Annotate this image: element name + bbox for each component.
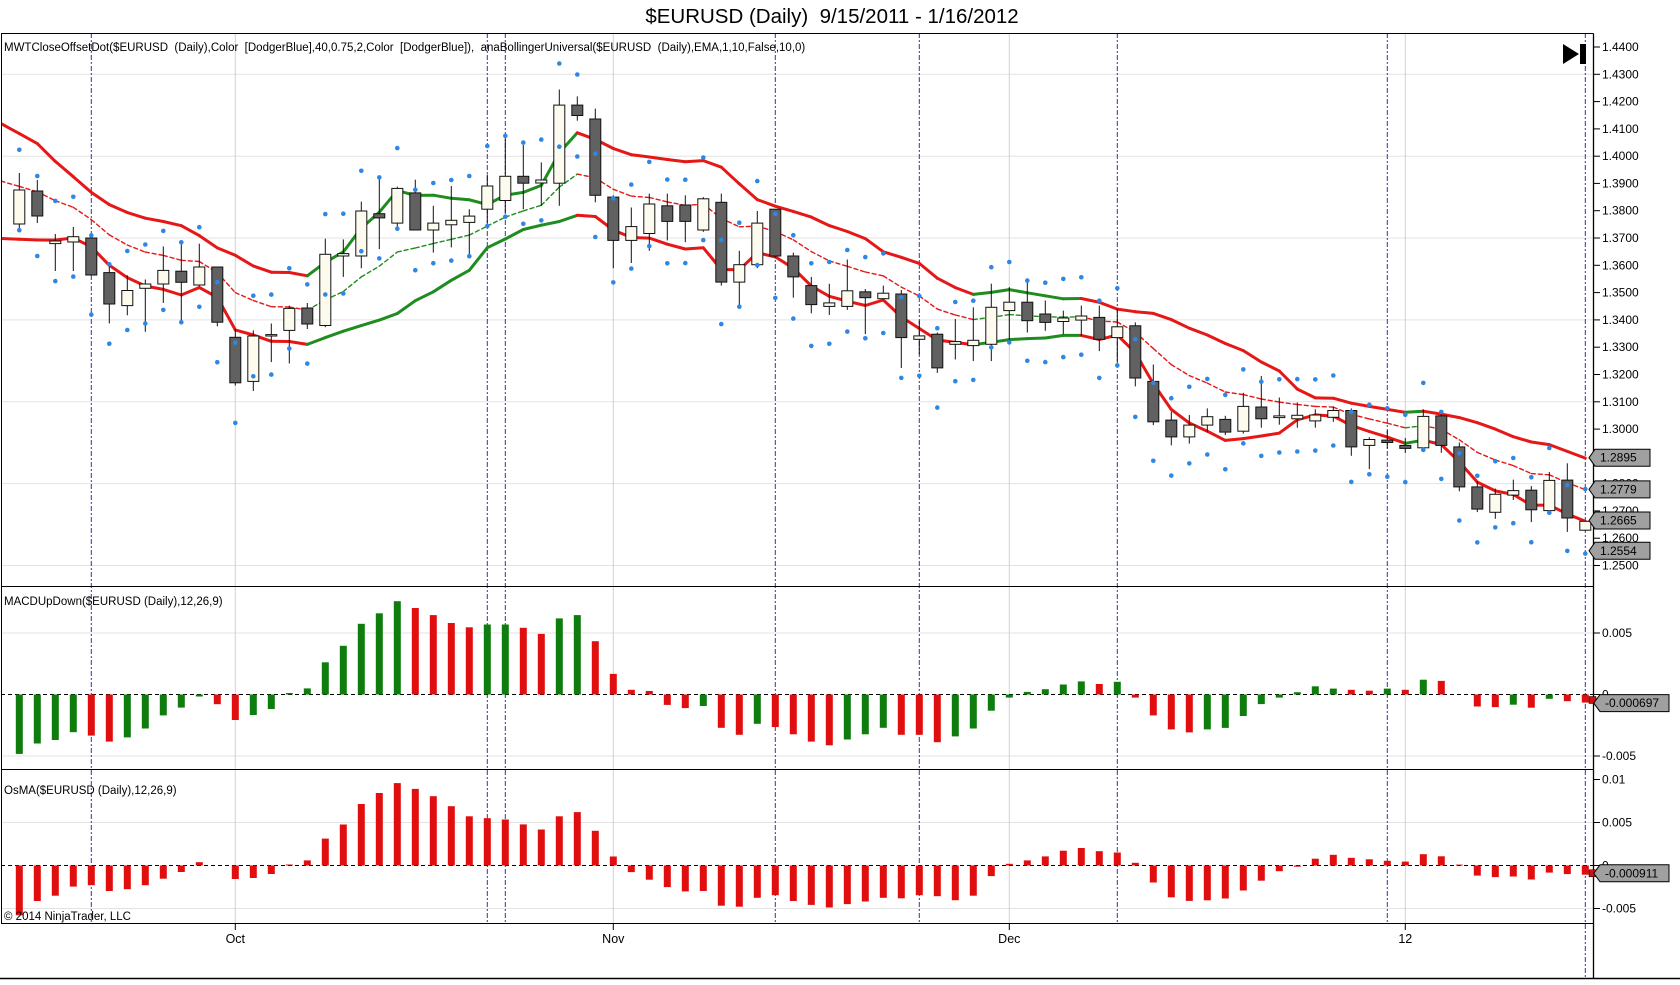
svg-text:1.2895: 1.2895 (1600, 451, 1637, 465)
svg-text:MACDUpDown($EURUSD (Daily),12,: MACDUpDown($EURUSD (Daily),12,26,9) (4, 596, 223, 608)
svg-text:Oct: Oct (226, 932, 246, 946)
svg-text:1.2554: 1.2554 (1600, 544, 1637, 558)
svg-text:1.2500: 1.2500 (1602, 559, 1639, 573)
svg-text:12: 12 (1398, 932, 1412, 946)
svg-text:1.3200: 1.3200 (1602, 368, 1639, 382)
svg-text:1.4200: 1.4200 (1602, 95, 1639, 109)
svg-text:© 2014 NinjaTrader, LLC: © 2014 NinjaTrader, LLC (4, 911, 131, 923)
svg-text:-0.000911: -0.000911 (1605, 866, 1658, 880)
svg-text:1.3400: 1.3400 (1602, 313, 1639, 327)
svg-text:1.4400: 1.4400 (1602, 40, 1639, 54)
svg-text:Dec: Dec (998, 932, 1020, 946)
svg-text:-0.005: -0.005 (1602, 749, 1636, 763)
svg-text:1.3700: 1.3700 (1602, 231, 1639, 245)
svg-text:1.4000: 1.4000 (1602, 149, 1639, 163)
svg-text:Nov: Nov (602, 932, 625, 946)
svg-text:$EURUSD (Daily) 9/15/2011 - 1: $EURUSD (Daily) 9/15/2011 - 1/16/2012 (645, 5, 1018, 28)
svg-text:-0.005: -0.005 (1602, 902, 1636, 916)
svg-text:1.2779: 1.2779 (1600, 482, 1637, 496)
svg-text:1.3500: 1.3500 (1602, 286, 1639, 300)
svg-text:0.005: 0.005 (1602, 626, 1632, 640)
svg-text:1.3600: 1.3600 (1602, 258, 1639, 272)
svg-text:OsMA($EURUSD (Daily),12,26,9): OsMA($EURUSD (Daily),12,26,9) (4, 785, 177, 797)
svg-text:1.4100: 1.4100 (1602, 122, 1639, 136)
svg-text:1.3900: 1.3900 (1602, 176, 1639, 190)
svg-text:1.2665: 1.2665 (1600, 514, 1637, 528)
svg-text:1.3800: 1.3800 (1602, 204, 1639, 218)
svg-text:0.005: 0.005 (1602, 816, 1632, 830)
svg-text:1.3100: 1.3100 (1602, 395, 1639, 409)
svg-text:-0.000697: -0.000697 (1605, 696, 1659, 710)
svg-text:1.3300: 1.3300 (1602, 340, 1639, 354)
svg-text:0.01: 0.01 (1602, 773, 1626, 787)
svg-text:1.4300: 1.4300 (1602, 67, 1639, 81)
svg-text:1.3000: 1.3000 (1602, 422, 1639, 436)
svg-text:MWTCloseOffsetDot($EURUSD (Da: MWTCloseOffsetDot($EURUSD (Daily),Color … (4, 42, 805, 54)
